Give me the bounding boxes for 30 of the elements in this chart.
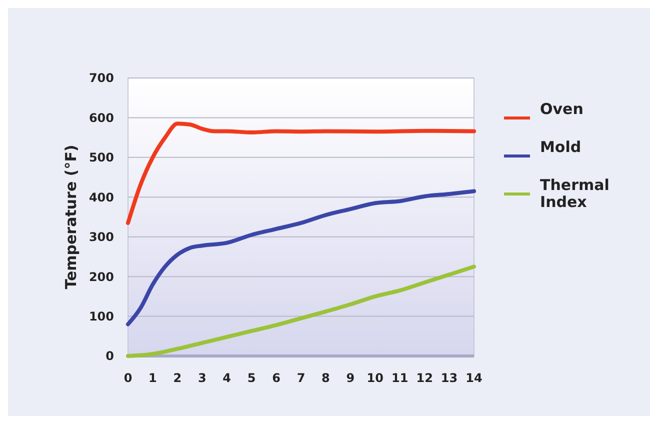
- y-tick-label: 100: [88, 309, 114, 324]
- x-tick-label: 1: [148, 371, 157, 385]
- line-series: [126, 122, 476, 225]
- x-tick-label: 2: [173, 371, 182, 385]
- x-tick-label: 6: [272, 371, 280, 385]
- x-tick-label: 11: [392, 371, 408, 385]
- x-tick-label: 3: [198, 371, 206, 385]
- legend-label: Oven: [540, 100, 584, 118]
- legend-label: Mold: [540, 138, 582, 156]
- x-tick-label: 9: [346, 371, 355, 385]
- x-tick-label: 4: [222, 371, 232, 385]
- y-tick-label: 500: [88, 150, 114, 165]
- y-axis-title: Temperature (°F): [62, 144, 80, 290]
- x-tick-label: 7: [296, 371, 306, 385]
- x-tick-label: 14: [466, 371, 482, 385]
- y-tick-label: 400: [88, 190, 114, 204]
- y-tick-label: 200: [88, 270, 114, 284]
- legend-label: Thermal Index: [540, 176, 610, 211]
- x-tick-label: 5: [247, 371, 256, 385]
- x-tick-label: 8: [322, 371, 330, 385]
- x-tick-label: 10: [366, 371, 384, 385]
- y-tick-label: 300: [88, 230, 114, 244]
- y-tick-label: 700: [88, 71, 114, 86]
- line-series: [126, 189, 476, 326]
- line-series: [126, 264, 476, 358]
- y-tick-label: 0: [106, 349, 114, 364]
- x-tick-label: 0: [124, 371, 132, 385]
- x-tick-label: 12: [416, 371, 433, 385]
- y-tick-label: 600: [88, 110, 114, 125]
- x-tick-label: 13: [440, 371, 458, 385]
